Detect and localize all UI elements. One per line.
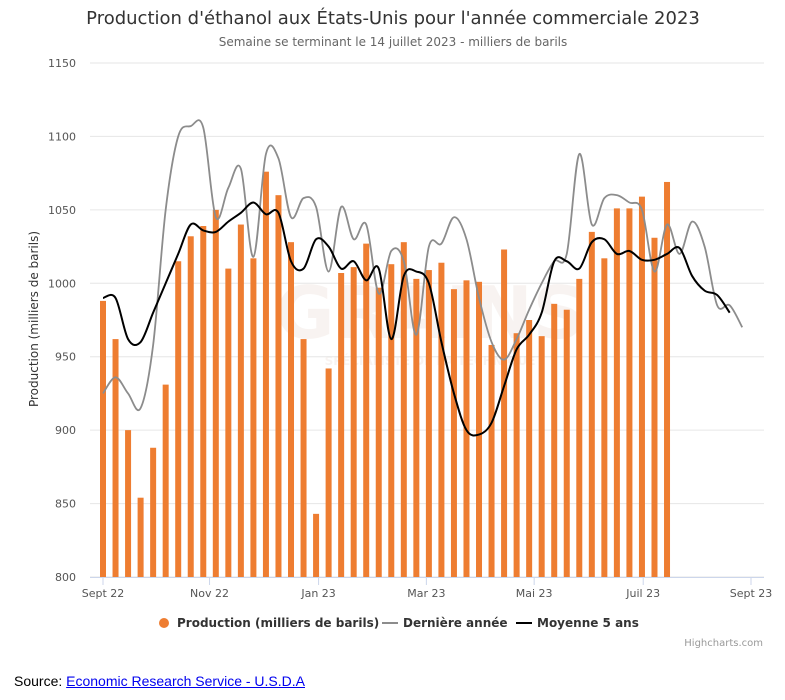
production-bar[interactable] bbox=[626, 208, 633, 578]
production-bar[interactable] bbox=[300, 339, 307, 577]
production-bar[interactable] bbox=[100, 300, 106, 577]
x-tick-label: Nov 22 bbox=[190, 587, 229, 600]
production-bar[interactable] bbox=[450, 289, 457, 577]
y-tick-label: 1050 bbox=[48, 204, 76, 217]
production-bar[interactable] bbox=[313, 513, 320, 577]
last-year-line[interactable] bbox=[102, 119, 744, 411]
x-tick-label: Mar 23 bbox=[407, 587, 445, 600]
production-bars bbox=[100, 171, 671, 578]
legend-label-five-year: Moyenne 5 ans bbox=[537, 616, 639, 630]
x-tick-label: Sept 23 bbox=[730, 587, 773, 600]
production-bar[interactable] bbox=[613, 208, 620, 578]
production-bar[interactable] bbox=[488, 344, 495, 577]
legend: Production (milliers de barils) Dernière… bbox=[159, 616, 639, 630]
production-bar[interactable] bbox=[551, 303, 558, 577]
legend-item-last-year[interactable]: Dernière année bbox=[382, 616, 508, 630]
production-bar[interactable] bbox=[262, 171, 269, 577]
production-bar[interactable] bbox=[338, 273, 345, 577]
chart-subtitle: Semaine se terminant le 14 juillet 2023 … bbox=[219, 35, 568, 49]
chart-title: Production d'éthanol aux États-Unis pour… bbox=[86, 7, 700, 29]
production-bar[interactable] bbox=[150, 447, 157, 577]
x-tick-label: Jan 23 bbox=[300, 587, 335, 600]
production-bar[interactable] bbox=[212, 209, 219, 577]
y-tick-label: 800 bbox=[55, 571, 76, 584]
production-bar[interactable] bbox=[501, 249, 508, 577]
production-bar[interactable] bbox=[288, 242, 295, 577]
y-tick-label: 1100 bbox=[48, 130, 76, 143]
legend-item-production[interactable]: Production (milliers de barils) bbox=[159, 616, 379, 630]
source-label: Source: bbox=[14, 673, 67, 689]
production-bar[interactable] bbox=[425, 270, 432, 577]
production-bar[interactable] bbox=[400, 242, 407, 577]
x-tick-label: Juil 23 bbox=[625, 587, 660, 600]
credits-link[interactable]: Highcharts.com bbox=[684, 638, 763, 649]
production-bar[interactable] bbox=[200, 226, 207, 578]
production-bar[interactable] bbox=[137, 497, 144, 577]
five-year-average-line[interactable] bbox=[102, 201, 731, 437]
y-tick-label: 1000 bbox=[48, 277, 76, 290]
production-bar[interactable] bbox=[664, 181, 671, 577]
x-tick-label: Mai 23 bbox=[516, 587, 553, 600]
production-bar[interactable] bbox=[413, 278, 420, 577]
production-bar[interactable] bbox=[538, 336, 545, 577]
legend-item-five-year[interactable]: Moyenne 5 ans bbox=[516, 616, 639, 630]
production-bar[interactable] bbox=[162, 384, 169, 577]
production-bar[interactable] bbox=[187, 236, 194, 577]
y-tick-label: 900 bbox=[55, 424, 76, 437]
production-bar[interactable] bbox=[438, 262, 445, 577]
legend-symbol-production bbox=[159, 618, 169, 628]
production-bar[interactable] bbox=[638, 196, 645, 577]
series-lines bbox=[102, 119, 744, 437]
production-bar[interactable] bbox=[375, 287, 382, 577]
production-bar[interactable] bbox=[526, 320, 533, 577]
production-bar[interactable] bbox=[275, 195, 282, 577]
axes: 800 850 900 950 1000 1050 1100 1150 Sept 22 Nov 2… bbox=[48, 57, 772, 600]
legend-label-production: Production (milliers de barils) bbox=[177, 616, 379, 630]
y-tick-label: 1150 bbox=[48, 57, 76, 70]
production-bar[interactable] bbox=[476, 281, 483, 577]
production-bar[interactable] bbox=[112, 339, 119, 577]
production-bar[interactable] bbox=[350, 267, 357, 577]
production-bar[interactable] bbox=[250, 258, 257, 577]
x-tick-label: Sept 22 bbox=[82, 587, 125, 600]
legend-label-last-year: Dernière année bbox=[403, 616, 508, 630]
production-bar[interactable] bbox=[237, 224, 244, 578]
production-bar[interactable] bbox=[576, 278, 583, 577]
y-tick-label: 850 bbox=[55, 498, 76, 511]
production-bar[interactable] bbox=[513, 333, 520, 577]
source-line: Source: Economic Research Service - U.S.… bbox=[14, 673, 305, 689]
production-bar[interactable] bbox=[588, 231, 595, 577]
production-bar[interactable] bbox=[175, 261, 182, 577]
production-bar[interactable] bbox=[363, 243, 370, 578]
production-bar[interactable] bbox=[601, 258, 608, 577]
production-bar[interactable] bbox=[225, 268, 232, 577]
source-link[interactable]: Economic Research Service - U.S.D.A bbox=[66, 673, 305, 689]
production-bar[interactable] bbox=[325, 368, 332, 577]
y-tick-label: 950 bbox=[55, 351, 76, 364]
production-bar[interactable] bbox=[651, 237, 658, 577]
production-bar[interactable] bbox=[563, 309, 570, 577]
production-bar[interactable] bbox=[388, 264, 395, 577]
production-bar[interactable] bbox=[125, 430, 132, 577]
y-axis-title: Production (milliers de barils) bbox=[27, 231, 41, 407]
